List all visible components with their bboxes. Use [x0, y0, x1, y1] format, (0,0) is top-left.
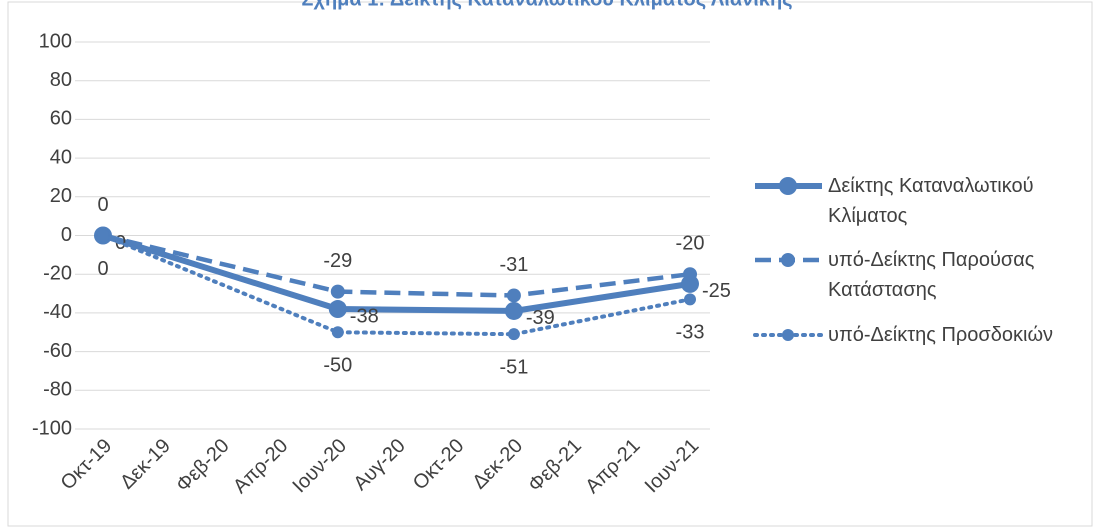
data-label: 0	[97, 258, 108, 280]
chart-border	[7, 1, 1093, 527]
series-marker	[684, 293, 696, 306]
x-tick-label: Φεβ-21	[524, 435, 586, 497]
y-tick-label: -80	[43, 379, 72, 401]
series-marker	[507, 328, 520, 341]
data-label: -20	[676, 232, 705, 254]
series-marker	[330, 284, 345, 299]
data-label: 0	[97, 194, 108, 216]
y-tick-label: 40	[50, 146, 72, 168]
data-label: -38	[350, 305, 379, 327]
x-tick-label: Φεβ-20	[172, 435, 234, 497]
series-line	[102, 233, 691, 298]
legend-marker	[781, 253, 795, 267]
y-tick-label: 80	[50, 69, 72, 91]
legend-label: υπό-Δείκτης Προσδοκιών	[828, 324, 1054, 346]
series-marker	[328, 300, 347, 319]
data-label: -31	[499, 254, 528, 276]
series-marker	[506, 288, 521, 303]
series-marker	[97, 229, 109, 242]
data-label: -33	[676, 322, 705, 344]
y-tick-label: 0	[61, 224, 72, 246]
data-label: -51	[499, 356, 528, 378]
data-label: -39	[526, 307, 555, 329]
y-tick-label: -60	[43, 340, 72, 362]
series-marker	[504, 301, 523, 320]
series-marker	[683, 267, 697, 282]
legend-marker	[779, 177, 797, 195]
x-tick-label: Απρ-21	[581, 435, 644, 498]
y-tick-label: -100	[32, 417, 72, 439]
data-label: -29	[323, 250, 352, 272]
legend-label: υπό-Δείκτης Παρούσας Κατάστασης	[828, 249, 1035, 301]
data-label: -25	[702, 280, 731, 302]
y-tick-label: 60	[50, 108, 72, 130]
x-tick-label: Δεκ-19	[116, 435, 175, 494]
series-line	[102, 232, 691, 314]
x-tick-label: Οκτ-19	[57, 435, 117, 495]
x-tick-label: Ιουν-21	[641, 435, 704, 498]
data-label: -50	[323, 355, 352, 377]
series-marker	[331, 326, 344, 339]
chart-title: Σχήμα 1: Δείκτης Καταναλωτικού Κλίματος …	[301, 0, 792, 10]
y-tick-label: 100	[39, 30, 72, 52]
y-tick-label: -20	[43, 262, 72, 284]
y-tick-label: -40	[43, 301, 72, 323]
legend-marker	[782, 329, 794, 341]
x-tick-label: Οκτ-20	[409, 435, 469, 495]
legend-label: Δείκτης Καταναλωτικού Κλίματος	[828, 175, 1034, 227]
y-tick-label: 20	[50, 185, 72, 207]
x-tick-label: Αυγ-20	[350, 435, 410, 495]
x-tick-label: Δεκ-20	[468, 435, 527, 494]
x-tick-label: Απρ-20	[229, 435, 292, 498]
x-tick-label: Ιουν-20	[288, 435, 351, 498]
series-line	[101, 233, 692, 337]
